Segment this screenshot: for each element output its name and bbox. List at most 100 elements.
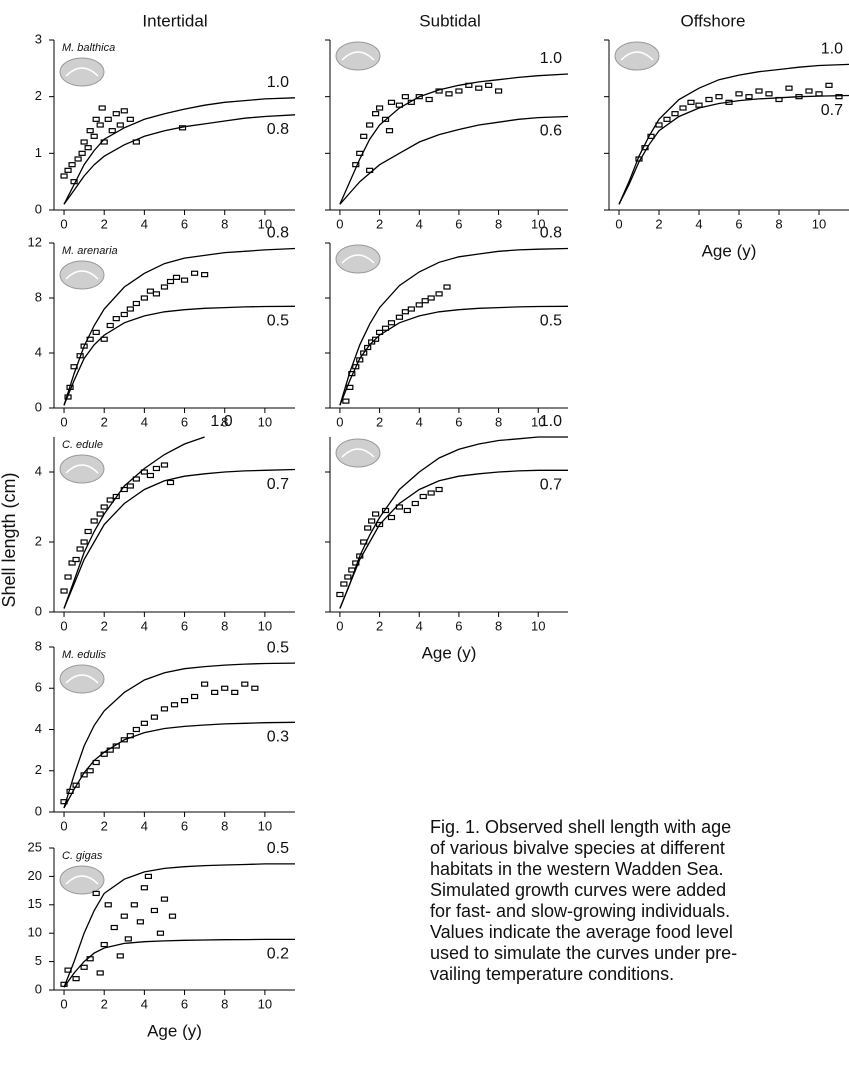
caption-line: Fig. 1. Observed shell length with age (430, 817, 731, 837)
panel-title: C. gigas (62, 850, 103, 862)
growth-curve (63, 468, 296, 609)
x-tick-label: 0 (60, 216, 67, 231)
shell-icon-ridge (65, 270, 99, 280)
data-point (201, 272, 209, 278)
data-point (64, 167, 72, 173)
curve-label: 1.0 (210, 413, 232, 430)
x-tick-label: 8 (495, 414, 502, 429)
shell-icon (59, 454, 105, 484)
data-point (74, 156, 82, 162)
x-tick-label: 8 (775, 216, 782, 231)
data-point (96, 970, 104, 976)
data-point (110, 924, 118, 931)
data-point (344, 574, 352, 580)
x-tick-label: 0 (60, 414, 67, 429)
x-tick-label: 6 (181, 618, 188, 633)
x-tick-label: 10 (258, 216, 272, 231)
growth-curve (339, 469, 568, 609)
growth-curve (339, 115, 569, 205)
data-point (100, 504, 108, 510)
x-tick-label: 8 (221, 818, 228, 833)
growth-curve (63, 721, 296, 809)
x-axis-label: Age (y) (422, 643, 477, 662)
y-tick-label: 8 (35, 638, 42, 653)
x-tick-label: 10 (258, 818, 272, 833)
y-tick-label: 4 (35, 463, 42, 478)
y-tick-label: 0 (35, 803, 42, 818)
growth-curve (63, 938, 295, 988)
data-point (381, 325, 390, 331)
data-point (679, 105, 687, 111)
x-tick-label: 0 (615, 216, 622, 231)
data-point (130, 902, 138, 908)
data-point (96, 122, 104, 128)
growth-curve (339, 73, 569, 205)
data-point (140, 720, 148, 726)
x-tick-label: 10 (531, 414, 545, 429)
data-point (80, 539, 88, 545)
data-point (108, 128, 116, 134)
data-point (387, 514, 396, 521)
growth-curve (63, 436, 205, 609)
data-point (401, 309, 409, 315)
x-tick-label: 2 (101, 818, 108, 833)
data-point (126, 116, 134, 122)
caption-line: used to simulate the curves under pre- (430, 943, 737, 963)
data-point (785, 85, 793, 91)
caption-line: vailing temperature conditions. (430, 964, 674, 984)
y-tick-label: 6 (35, 680, 42, 695)
data-point (92, 329, 100, 335)
data-point (687, 99, 695, 105)
data-point (170, 702, 179, 708)
data-point (190, 270, 199, 276)
data-point (366, 122, 374, 128)
data-point (415, 302, 423, 308)
data-point (64, 574, 72, 580)
data-point (168, 913, 177, 919)
x-tick-label: 6 (181, 996, 188, 1011)
x-tick-label: 8 (221, 618, 228, 633)
data-point (144, 873, 152, 880)
x-tick-label: 2 (101, 216, 108, 231)
data-point (146, 288, 154, 294)
shell-icon (335, 438, 381, 468)
data-point (86, 128, 94, 134)
data-point (160, 284, 169, 290)
data-point (166, 278, 175, 285)
caption-line: of various bivalve species at different (430, 838, 725, 858)
data-point (116, 953, 124, 959)
data-point (825, 82, 833, 88)
data-point (372, 511, 380, 517)
data-point (90, 518, 98, 524)
data-point (485, 82, 493, 88)
data-point (419, 493, 427, 500)
y-tick-label: 20 (28, 868, 42, 883)
data-point (735, 91, 743, 97)
data-point (427, 490, 435, 496)
data-point (805, 88, 813, 94)
data-point (60, 588, 68, 594)
curve-label: 0.8 (267, 225, 289, 242)
growth-curve (618, 63, 849, 205)
data-point (360, 133, 368, 139)
x-tick-label: 10 (531, 618, 545, 633)
panel-title: M. edulis (62, 649, 107, 661)
shell-icon (59, 865, 105, 895)
y-tick-label: 25 (28, 839, 42, 854)
growth-curve (63, 662, 296, 809)
data-point (395, 102, 404, 108)
x-tick-label: 8 (495, 216, 502, 231)
x-tick-label: 2 (655, 216, 662, 231)
x-tick-label: 4 (416, 414, 423, 429)
data-point (146, 472, 154, 479)
caption-line: habitats in the western Wadden Sea. (430, 859, 724, 879)
data-point (251, 685, 259, 691)
x-tick-label: 10 (531, 216, 545, 231)
data-point (443, 284, 451, 290)
data-point (190, 693, 199, 700)
data-point (755, 88, 763, 94)
x-tick-label: 4 (416, 618, 423, 633)
y-tick-label: 2 (35, 762, 42, 777)
